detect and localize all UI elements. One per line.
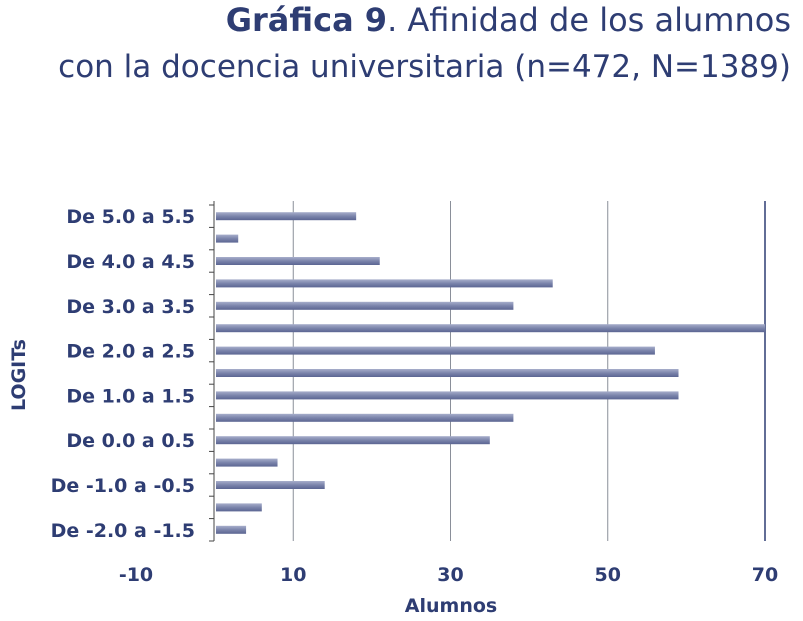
chart-title-text: . Afinidad de los alumnos [387, 1, 791, 39]
bar [216, 436, 490, 445]
bar [216, 458, 278, 467]
x-tick-label: 10 [280, 564, 306, 586]
y-tick-label: De 5.0 a 5.5 [66, 206, 195, 228]
bar [216, 301, 514, 310]
chart-title-line-1: Gráfica 9. Afinidad de los alumnos [226, 4, 791, 36]
bar [216, 279, 553, 288]
y-tick-label: De 4.0 a 4.5 [66, 251, 195, 273]
bar [216, 257, 380, 265]
y-tick-label: De -1.0 a -0.5 [51, 475, 195, 497]
bar [216, 212, 357, 221]
bar [216, 481, 325, 489]
x-tick-label: 50 [595, 564, 621, 586]
chart-title-number: Gráfica 9 [225, 1, 388, 39]
bar [216, 413, 514, 422]
bar [216, 234, 239, 243]
bar [216, 369, 679, 377]
bar [216, 346, 655, 355]
bar [216, 391, 679, 400]
bar [216, 503, 262, 512]
x-tick-label: 70 [752, 564, 778, 586]
y-tick-label: De 3.0 a 3.5 [66, 296, 195, 318]
x-axis-title: Alumnos [405, 595, 497, 617]
y-tick-label: De -2.0 a -1.5 [51, 520, 195, 542]
bar [216, 525, 247, 534]
chart-subtitle: con la docencia universitaria (n=472, N=… [58, 49, 791, 85]
bar [216, 324, 765, 333]
y-tick-label: De 2.0 a 2.5 [66, 341, 195, 363]
y-tick-label: De 1.0 a 1.5 [66, 385, 195, 407]
x-tick-label: 30 [437, 564, 463, 586]
x-tick-label: -10 [119, 564, 153, 586]
y-tick-label: De 0.0 a 0.5 [66, 430, 195, 452]
y-axis-title: LOGITs [8, 339, 30, 411]
